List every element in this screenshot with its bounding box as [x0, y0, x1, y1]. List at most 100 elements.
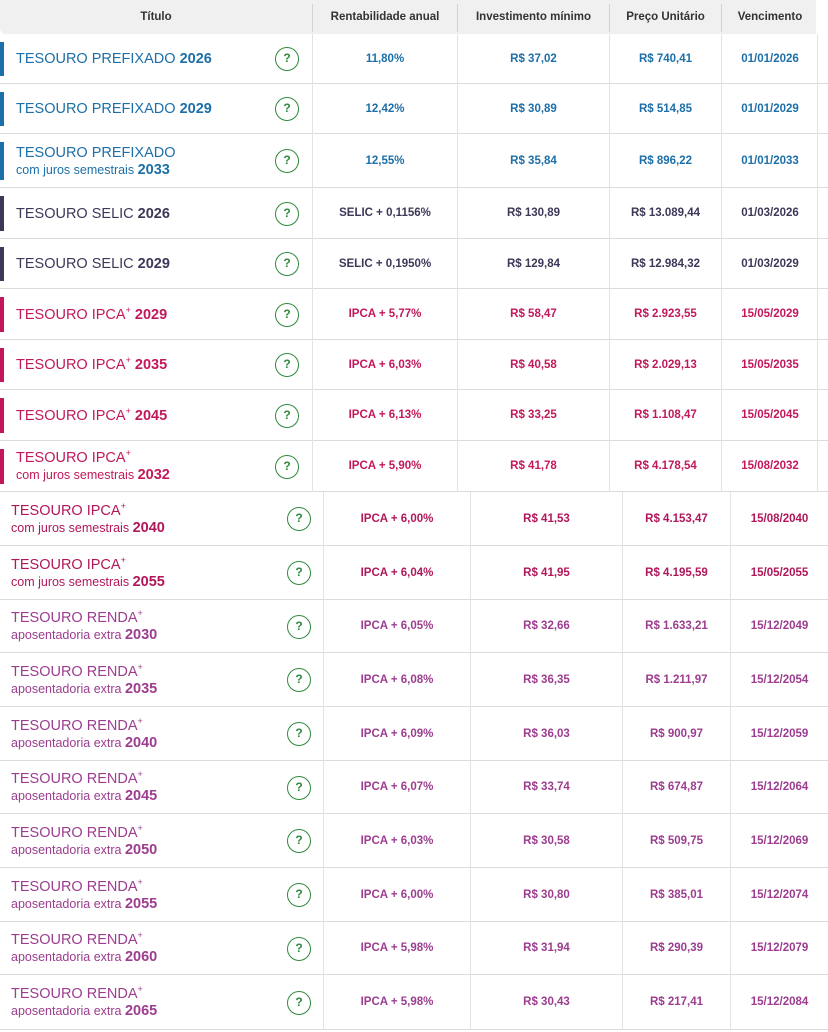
help-icon[interactable]: ? — [287, 722, 311, 746]
vencimento-value: 15/08/2040 — [750, 513, 809, 525]
vencimento-value: 15/12/2059 — [750, 728, 809, 740]
bond-title[interactable]: TESOURO RENDA+ aposentadoria extra 2030 — [11, 600, 283, 653]
bond-row[interactable]: TESOURO PREFIXADO 2029? 12,42% R$ 30,89 R$ … — [0, 84, 828, 134]
investimento-value: R$ 41,53 — [523, 513, 570, 525]
rentabilidade-value: 12,42% — [365, 103, 405, 115]
bond-row[interactable]: TESOURO RENDA+ aposentadoria extra 2060? I… — [0, 922, 828, 975]
bond-row[interactable]: TESOURO IPCA+ 2035? IPCA + 6,03% R$ 40,58 R… — [0, 340, 828, 390]
bond-row[interactable]: TESOURO PREFIXADO 2026? 11,80% R$ 37,02 R$ … — [0, 34, 828, 84]
bond-row[interactable]: TESOURO RENDA+ aposentadoria extra 2045? I… — [0, 761, 828, 814]
bond-row[interactable]: TESOURO IPCA+ 2029? IPCA + 5,77% R$ 58,47 R… — [0, 289, 828, 340]
bond-title[interactable]: TESOURO IPCA+ com juros semestrais 2055 — [11, 546, 283, 600]
bond-title[interactable]: TESOURO IPCA+ com juros semestrais 2040 — [11, 492, 283, 546]
bond-row[interactable]: TESOURO RENDA+ aposentadoria extra 2050? I… — [0, 814, 828, 868]
help-icon[interactable]: ? — [287, 615, 311, 639]
help-icon[interactable]: ? — [287, 883, 311, 907]
bond-title[interactable]: TESOURO IPCA+ 2029 — [16, 289, 271, 340]
help-icon[interactable]: ? — [275, 47, 299, 71]
help-icon[interactable]: ? — [287, 829, 311, 853]
help-icon[interactable]: ? — [287, 668, 311, 692]
column-divider — [323, 761, 324, 814]
help-icon[interactable]: ? — [275, 149, 299, 173]
preco-value: R$ 896,22 — [638, 155, 693, 167]
bond-title[interactable]: TESOURO SELIC 2026 — [16, 188, 271, 239]
bond-title[interactable]: TESOURO RENDA+ aposentadoria extra 2040 — [11, 707, 283, 761]
bond-title[interactable]: TESOURO RENDA+ aposentadoria extra 2055 — [11, 868, 283, 922]
bond-title[interactable]: TESOURO RENDA+ aposentadoria extra 2065 — [11, 975, 283, 1030]
bond-row[interactable]: TESOURO RENDA+ aposentadoria extra 2040? I… — [0, 707, 828, 761]
bond-title[interactable]: TESOURO SELIC 2029 — [16, 239, 271, 289]
help-icon[interactable]: ? — [275, 97, 299, 121]
column-divider — [312, 134, 313, 188]
bond-subtitle-line: aposentadoria extra 2050 — [11, 842, 283, 858]
preco-value: R$ 4.153,47 — [645, 513, 708, 525]
bond-name: TESOURO RENDA — [11, 986, 138, 1002]
bond-row[interactable]: TESOURO IPCA+ com juros semestrais 2055? I… — [0, 546, 828, 600]
bond-row[interactable]: TESOURO RENDA+ aposentadoria extra 2030? I… — [0, 600, 828, 653]
rentabilidade-value: IPCA + 6,04% — [360, 567, 434, 579]
help-icon[interactable]: ? — [287, 991, 311, 1015]
bond-name: TESOURO IPCA — [16, 306, 126, 323]
vencimento-value: 15/12/2074 — [750, 889, 809, 901]
bond-row[interactable]: TESOURO RENDA+ aposentadoria extra 2055? I… — [0, 868, 828, 922]
bond-name-line: TESOURO PREFIXADO — [16, 145, 271, 161]
bond-name-line: TESOURO IPCA+ 2045 — [16, 406, 271, 424]
vencimento-value: 15/05/2045 — [741, 409, 799, 421]
bond-title[interactable]: TESOURO RENDA+ aposentadoria extra 2060 — [11, 922, 283, 975]
bond-row[interactable]: TESOURO PREFIXADO com juros semestrais 20… — [0, 134, 828, 188]
column-divider — [817, 390, 818, 441]
help-icon[interactable]: ? — [287, 561, 311, 585]
bond-title[interactable]: TESOURO PREFIXADO 2026 — [16, 34, 271, 84]
bond-title[interactable]: TESOURO PREFIXADO 2029 — [16, 84, 271, 134]
column-divider — [721, 289, 722, 340]
column-divider — [721, 239, 722, 289]
column-divider — [721, 441, 722, 492]
bond-row[interactable]: TESOURO IPCA+ com juros semestrais 2040? I… — [0, 492, 828, 546]
preco-value: R$ 1.211,97 — [645, 674, 708, 686]
bond-title[interactable]: TESOURO IPCA+ com juros semestrais 2032 — [16, 441, 271, 492]
bond-title[interactable]: TESOURO IPCA+ 2045 — [16, 390, 271, 441]
bond-row[interactable]: TESOURO IPCA+ com juros semestrais 2032? I… — [0, 441, 828, 492]
bond-row[interactable]: TESOURO SELIC 2026? SELIC + 0,1156% R$ 130… — [0, 188, 828, 239]
column-divider — [730, 546, 731, 600]
help-icon[interactable]: ? — [275, 404, 299, 428]
bond-year: 2040 — [124, 734, 158, 751]
help-icon[interactable]: ? — [287, 507, 311, 531]
plus-superscript: + — [125, 355, 131, 365]
bond-row[interactable]: TESOURO RENDA+ aposentadoria extra 2065? I… — [0, 975, 828, 1030]
bond-title[interactable]: TESOURO RENDA+ aposentadoria extra 2035 — [11, 653, 283, 707]
preco-value: R$ 514,85 — [638, 103, 693, 115]
column-divider — [470, 975, 471, 1030]
bond-title[interactable]: TESOURO RENDA+ aposentadoria extra 2050 — [11, 814, 283, 868]
vencimento-value: 01/03/2029 — [741, 258, 799, 270]
help-icon[interactable]: ? — [275, 202, 299, 226]
bond-subtitle-line: aposentadoria extra 2035 — [11, 681, 283, 697]
bond-row[interactable]: TESOURO SELIC 2029? SELIC + 0,1950% R$ 129… — [0, 239, 828, 289]
help-icon[interactable]: ? — [275, 455, 299, 479]
column-divider — [721, 34, 722, 84]
help-icon[interactable]: ? — [275, 353, 299, 377]
bond-year: 2029 — [179, 101, 212, 117]
vencimento-value: 01/03/2026 — [741, 207, 799, 219]
plus-superscript: + — [137, 608, 143, 618]
bond-title[interactable]: TESOURO PREFIXADO com juros semestrais 20… — [16, 134, 271, 188]
bond-row[interactable]: TESOURO RENDA+ aposentadoria extra 2035? I… — [0, 653, 828, 707]
bond-name: TESOURO IPCA — [11, 502, 121, 519]
bond-year: 2026 — [137, 205, 170, 222]
help-icon[interactable]: ? — [287, 937, 311, 961]
help-icon[interactable]: ? — [275, 252, 299, 276]
help-icon[interactable]: ? — [287, 776, 311, 800]
bond-title[interactable]: TESOURO RENDA+ aposentadoria extra 2045 — [11, 761, 283, 814]
vencimento-value: 01/01/2029 — [741, 103, 799, 115]
investimento-value: R$ 32,66 — [523, 620, 570, 632]
bond-title[interactable]: TESOURO IPCA+ 2035 — [16, 340, 271, 390]
preco-value: R$ 12.984,32 — [630, 258, 701, 270]
investimento-value: R$ 36,03 — [523, 728, 570, 740]
header-vencimento: Vencimento — [737, 11, 803, 23]
investimento-value: R$ 30,58 — [523, 835, 570, 847]
preco-value: R$ 1.633,21 — [645, 620, 708, 632]
vencimento-value: 15/12/2064 — [750, 781, 809, 793]
column-divider — [622, 546, 623, 600]
help-icon[interactable]: ? — [275, 303, 299, 327]
bond-row[interactable]: TESOURO IPCA+ 2045? IPCA + 6,13% R$ 33,25 R… — [0, 390, 828, 441]
